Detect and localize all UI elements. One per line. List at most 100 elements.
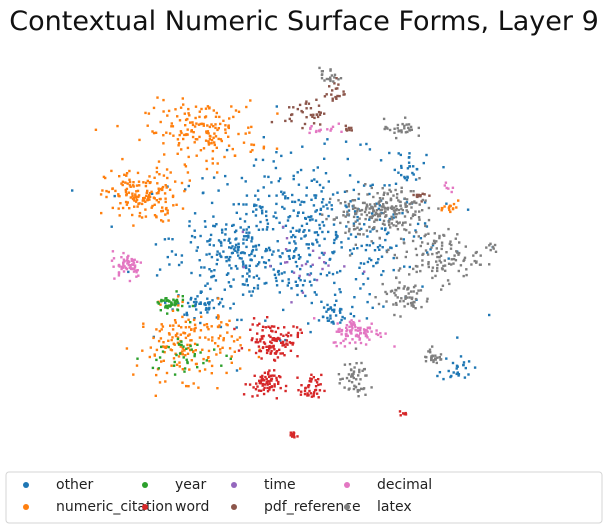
- point-other: [315, 293, 318, 296]
- point-other: [286, 284, 289, 287]
- point-year: [176, 300, 179, 304]
- point-numeric-citation: [233, 154, 237, 157]
- point-other: [286, 197, 290, 200]
- point-numeric-citation: [190, 328, 193, 331]
- point-other: [272, 268, 275, 271]
- point-numeric-citation: [220, 321, 223, 324]
- point-latex: [379, 199, 382, 203]
- point-pdf-reference: [317, 110, 321, 114]
- point-numeric-citation: [162, 174, 166, 177]
- point-latex: [408, 231, 411, 234]
- point-other: [248, 275, 251, 278]
- point-numeric-citation: [211, 336, 214, 339]
- point-decimal: [125, 259, 128, 262]
- point-other: [330, 204, 333, 207]
- point-numeric-citation: [176, 336, 180, 339]
- point-other: [400, 166, 403, 169]
- point-latex: [394, 213, 397, 216]
- point-numeric-citation: [153, 214, 157, 217]
- point-other: [288, 241, 291, 245]
- point-decimal: [357, 326, 360, 330]
- point-numeric-citation: [219, 348, 222, 351]
- point-other: [296, 214, 299, 218]
- point-word: [309, 377, 312, 380]
- point-numeric-citation: [198, 115, 201, 119]
- point-decimal: [365, 333, 368, 336]
- point-numeric-citation: [252, 143, 256, 147]
- point-decimal: [379, 332, 382, 335]
- point-other: [252, 245, 255, 248]
- point-latex: [342, 210, 345, 213]
- point-other: [166, 255, 169, 259]
- point-other: [224, 233, 227, 236]
- point-numeric-citation: [219, 138, 223, 141]
- point-numeric-citation: [217, 297, 220, 300]
- point-numeric-citation: [158, 329, 161, 333]
- point-numeric-citation: [257, 355, 261, 359]
- point-numeric-citation: [195, 362, 198, 366]
- point-other: [184, 188, 187, 191]
- point-latex: [374, 296, 377, 299]
- point-latex: [457, 253, 460, 256]
- point-numeric-citation: [160, 360, 163, 363]
- point-decimal: [352, 323, 355, 326]
- point-other: [200, 266, 203, 269]
- point-word: [312, 393, 315, 396]
- point-other: [282, 308, 285, 312]
- point-other: [343, 317, 346, 320]
- point-other: [406, 176, 409, 179]
- point-other: [397, 152, 400, 155]
- point-pdf-reference: [345, 127, 348, 131]
- point-pdf-reference: [428, 194, 431, 197]
- point-other: [228, 237, 231, 241]
- point-other: [209, 287, 212, 291]
- point-latex: [424, 360, 428, 363]
- point-numeric-citation: [226, 331, 229, 334]
- point-other: [416, 222, 420, 226]
- point-numeric-citation: [234, 109, 238, 112]
- point-word: [273, 338, 276, 341]
- point-other: [194, 297, 197, 301]
- point-numeric-citation: [156, 96, 159, 99]
- point-latex: [488, 244, 491, 247]
- point-year: [229, 357, 232, 360]
- scatter-points: [71, 66, 498, 439]
- point-latex: [329, 78, 332, 81]
- point-numeric-citation: [207, 338, 210, 341]
- point-other: [241, 260, 245, 263]
- point-latex: [454, 237, 457, 240]
- point-latex: [412, 290, 415, 293]
- point-other: [276, 240, 279, 243]
- point-numeric-citation: [184, 336, 188, 340]
- point-word: [317, 378, 320, 381]
- point-other: [339, 290, 342, 294]
- point-numeric-citation: [132, 373, 135, 376]
- point-numeric-citation: [207, 141, 210, 145]
- point-latex: [360, 208, 364, 212]
- point-numeric-citation: [118, 214, 121, 217]
- point-other: [195, 249, 198, 252]
- point-other: [290, 235, 293, 239]
- point-word: [276, 356, 280, 359]
- point-other: [283, 207, 286, 210]
- point-word: [304, 387, 307, 390]
- point-word: [307, 384, 310, 387]
- point-numeric-citation: [125, 193, 128, 196]
- point-pdf-reference: [313, 116, 316, 120]
- point-other: [334, 314, 338, 317]
- point-latex: [404, 221, 407, 224]
- point-word: [279, 386, 282, 390]
- point-other: [356, 247, 359, 250]
- point-latex: [356, 390, 359, 393]
- point-numeric-citation: [138, 215, 141, 218]
- point-numeric-citation: [200, 107, 203, 111]
- point-decimal: [354, 341, 357, 344]
- point-numeric-citation: [181, 381, 184, 384]
- point-numeric-citation: [146, 179, 149, 183]
- point-numeric-citation: [206, 325, 209, 329]
- point-other: [208, 252, 211, 256]
- point-decimal: [358, 337, 362, 340]
- point-pdf-reference: [335, 96, 338, 99]
- point-word: [260, 357, 263, 360]
- point-other: [226, 183, 229, 186]
